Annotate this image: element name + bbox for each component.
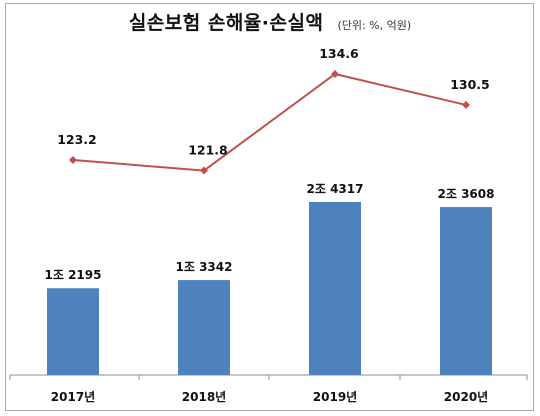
chart-frame [5, 3, 534, 411]
x-tick-label-3: 2019년 [313, 390, 357, 404]
x-tick-label-2: 2018년 [182, 390, 226, 404]
bar-2 [178, 280, 230, 375]
chart-title: 실손보험 손해율·손실액 [128, 12, 324, 34]
bar-1 [47, 288, 99, 375]
line-label-2: 121.8 [188, 143, 228, 158]
line-label-4: 130.5 [450, 77, 490, 92]
unit-note: (단위: %, 억원) [337, 19, 412, 32]
x-tick-label-1: 2017년 [51, 390, 95, 404]
line-point-4 [462, 100, 470, 109]
line-point-2 [200, 166, 208, 175]
line-label-1: 123.2 [57, 132, 97, 147]
bar-4 [440, 207, 492, 375]
bar-label-2: 1조 3342 [176, 260, 233, 274]
bar-label-3: 2조 4317 [307, 182, 364, 196]
line-point-1 [69, 156, 77, 164]
bar-label-4: 2조 3608 [438, 187, 495, 201]
line-series [72, 72, 467, 172]
bar-3 [309, 202, 361, 375]
line-label-3: 134.6 [319, 46, 359, 61]
line-point-3 [331, 70, 339, 78]
bar-label-1: 1조 2195 [45, 268, 102, 282]
chart-title-block: 실손보험 손해율·손실액 (단위: %, 억원) [0, 8, 540, 35]
x-tick-label-4: 2020년 [444, 390, 488, 404]
